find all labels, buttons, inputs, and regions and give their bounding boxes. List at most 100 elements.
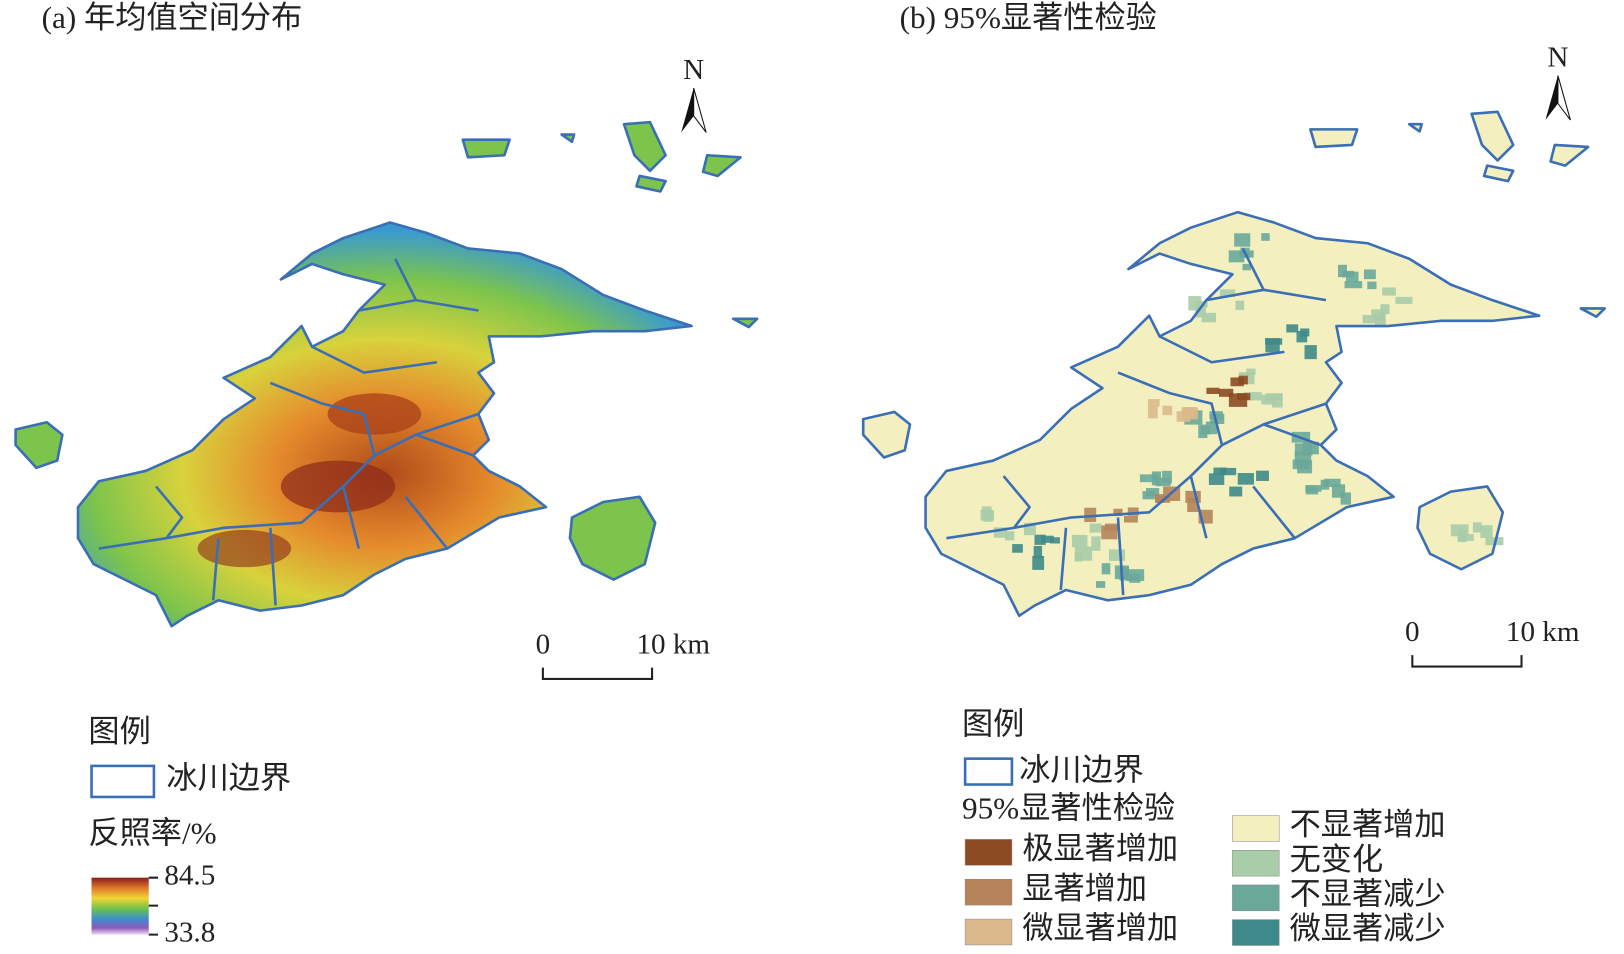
patch <box>1220 467 1237 476</box>
patch <box>1089 523 1102 533</box>
legend-swatch <box>964 918 1013 946</box>
patch <box>1108 549 1126 561</box>
patch <box>1294 443 1313 456</box>
patch <box>1123 515 1138 523</box>
legend-swatch <box>1232 815 1280 842</box>
legend-swatch <box>1232 849 1280 877</box>
patch <box>1237 473 1254 485</box>
patch <box>1363 269 1376 280</box>
patch <box>1074 552 1084 562</box>
trend-map <box>861 110 1607 618</box>
scale-start: 0 <box>1405 616 1420 648</box>
patch <box>1271 394 1283 408</box>
patch <box>1340 492 1351 505</box>
patch <box>1261 233 1270 241</box>
patch <box>1041 535 1054 543</box>
panel-title: (b) 95%显著性检验 <box>900 0 1157 35</box>
patch <box>1374 314 1386 327</box>
legend-swatch <box>1232 919 1280 946</box>
legend-label: 微显著减少 <box>1290 911 1446 946</box>
legend-swatch <box>90 764 156 799</box>
legend-subtitle: 95%显著性检验 <box>962 791 1175 826</box>
patch <box>1219 388 1234 397</box>
legend-title: 图例 <box>88 714 150 749</box>
patch <box>1084 507 1097 523</box>
legend-swatch <box>1232 884 1280 912</box>
patch <box>1235 300 1245 311</box>
patch <box>1198 424 1208 439</box>
patch <box>1472 522 1482 533</box>
scale-end: 10 km <box>636 629 710 661</box>
patch <box>1395 296 1413 304</box>
patch <box>1230 377 1244 387</box>
north-label: N <box>683 54 704 86</box>
patch <box>1362 315 1378 324</box>
colorbar-title: 反照率/% <box>88 815 216 850</box>
patch <box>1034 534 1046 545</box>
patch <box>1344 281 1363 289</box>
patch <box>1151 471 1162 486</box>
patch <box>1146 488 1160 497</box>
north-arrow <box>1557 75 1571 121</box>
colorbar <box>91 877 149 935</box>
figure-body: (a) 年均值空间分布 N 0 10 km 图例 冰川边界 反照率/% 84.5… <box>14 0 1607 948</box>
patch <box>1126 569 1145 582</box>
patch <box>1049 537 1060 544</box>
patch <box>1032 555 1045 570</box>
patch <box>1305 485 1322 492</box>
patch <box>1162 470 1172 484</box>
legend-label: 极显著增加 <box>1022 831 1178 866</box>
patch <box>1155 494 1165 503</box>
north-arrow <box>693 87 707 133</box>
patch <box>1341 270 1355 278</box>
patch <box>1139 474 1159 483</box>
patch <box>1367 281 1377 290</box>
patch <box>981 506 992 516</box>
patch <box>1228 393 1248 407</box>
patch <box>1101 563 1111 575</box>
patch <box>1096 581 1106 588</box>
patch <box>1206 387 1220 394</box>
patch <box>1300 328 1310 337</box>
patch <box>1187 497 1199 513</box>
patch <box>1380 304 1390 315</box>
patch <box>1201 312 1217 323</box>
north-arrow <box>681 87 694 133</box>
colorbar-min: 33.8 <box>164 916 215 948</box>
patch <box>1244 392 1262 401</box>
patch <box>1238 375 1248 385</box>
patch <box>1219 289 1236 298</box>
colorbar-max: 84.5 <box>164 859 215 891</box>
patch <box>1113 508 1123 517</box>
patch <box>1119 566 1130 581</box>
scale-start: 0 <box>536 629 551 661</box>
patch <box>1304 345 1317 360</box>
patch <box>1256 470 1269 481</box>
patch <box>1450 524 1469 537</box>
legend-swatch <box>963 757 1014 786</box>
patch <box>1195 305 1206 318</box>
patch <box>1012 544 1023 553</box>
patch <box>1265 393 1283 401</box>
scale-bar <box>541 667 654 680</box>
patch <box>1205 421 1218 435</box>
hotspot <box>327 393 422 435</box>
patch <box>1147 399 1160 407</box>
legend-swatch <box>964 839 1013 866</box>
patch <box>983 512 993 522</box>
patch <box>1176 411 1191 422</box>
patch <box>1480 525 1493 538</box>
legend-label: 微显著增加 <box>1022 911 1178 946</box>
legend-swatch <box>964 878 1013 906</box>
patch <box>1324 478 1341 488</box>
legend-label: 无变化 <box>1290 842 1384 877</box>
scale-end: 10 km <box>1506 616 1580 648</box>
patch <box>1208 473 1225 485</box>
legend-label: 不显著增加 <box>1290 807 1446 842</box>
patch <box>1265 338 1280 353</box>
hotspot <box>197 529 292 568</box>
legend-title: 图例 <box>962 707 1024 742</box>
legend-label: 冰川边界 <box>1019 752 1144 787</box>
north-arrow <box>1545 75 1558 121</box>
patch <box>1147 406 1158 419</box>
